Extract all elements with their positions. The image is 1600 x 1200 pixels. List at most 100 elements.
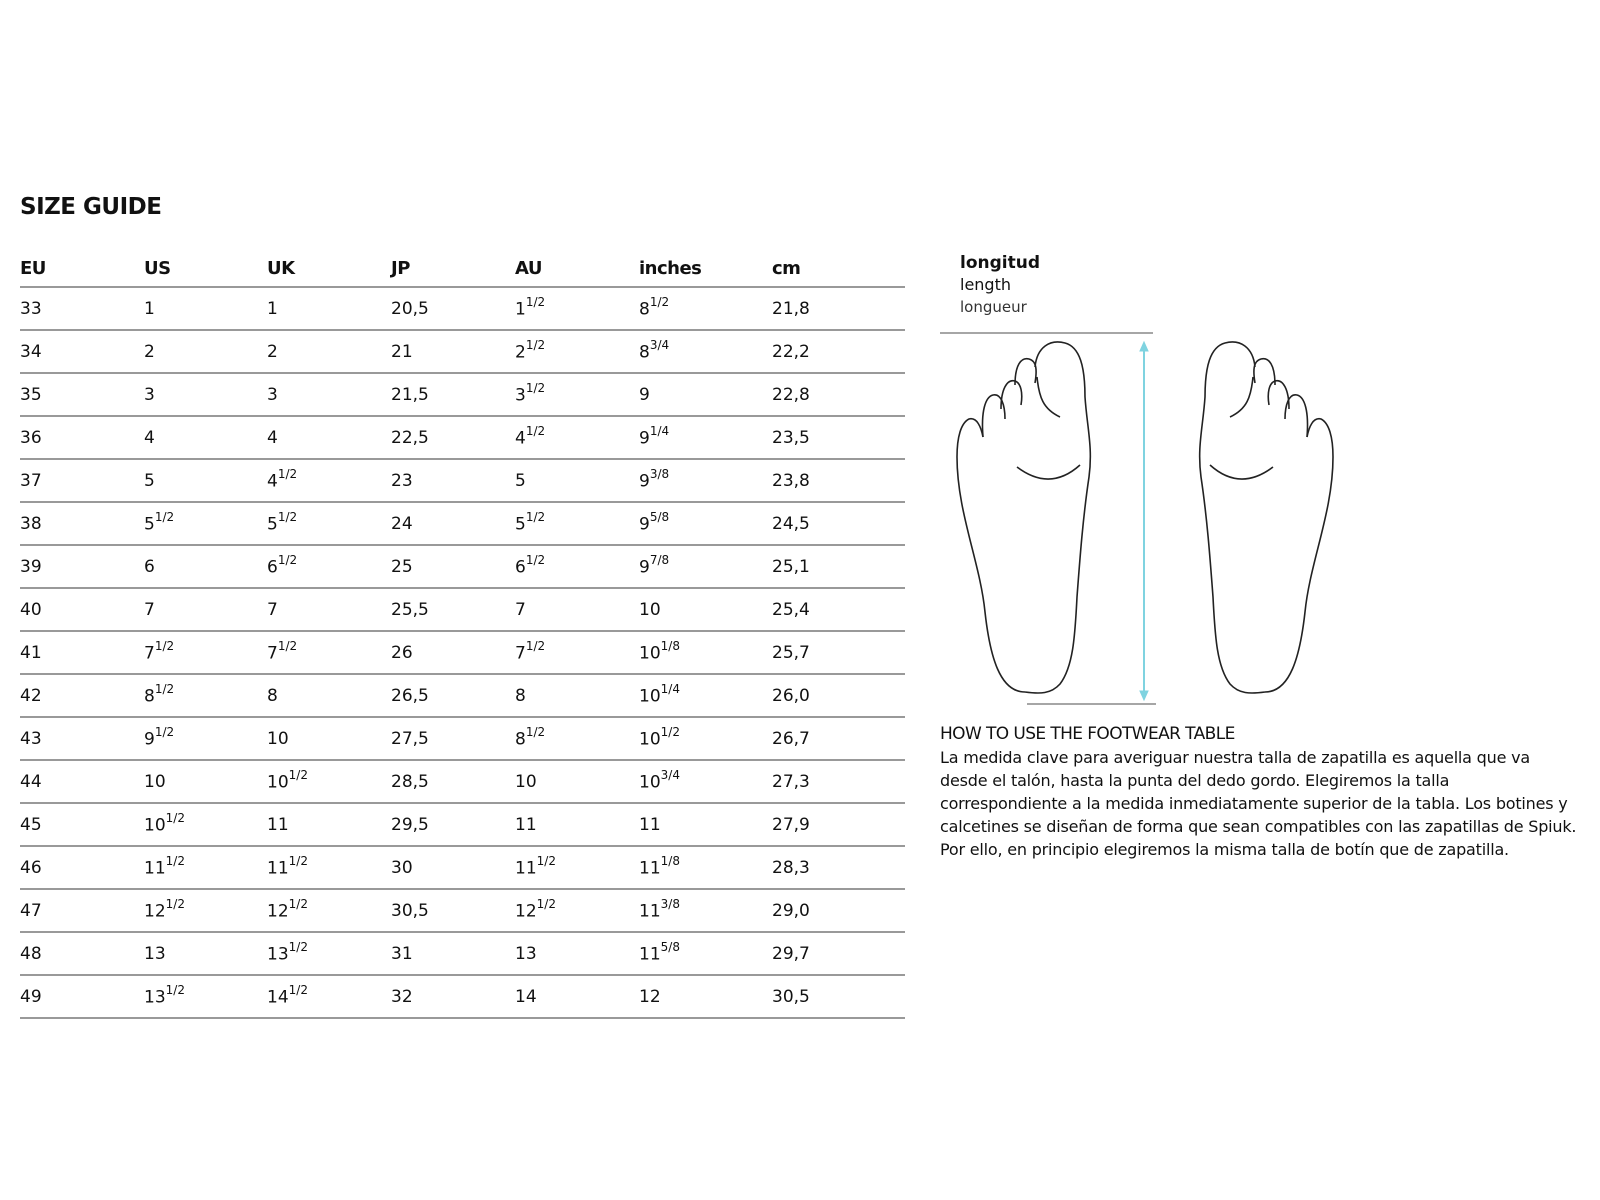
cell-us: 111/2 [144,846,267,890]
cell-eu: 39 [20,545,144,589]
cell-uk: 51/2 [267,502,391,546]
cell-cm: 25,7 [772,631,905,675]
cell-whole: 7 [144,643,155,664]
cell-fraction: 1/2 [277,467,298,482]
page-title: SIZE GUIDE [20,194,162,220]
cell-inches: 111/8 [639,846,772,890]
cell-cm: 24,5 [772,502,905,546]
cell-whole: 14 [267,987,289,1008]
table-row: 42 81/2 8 26,5 8 101/4 26,0 [20,674,905,718]
cell-fraction: 1/2 [525,381,546,396]
cell-inches: 97/8 [639,545,772,589]
cell-whole: 8 [639,299,650,320]
cell-fraction: 1/2 [525,553,546,568]
cell-us: 91/2 [144,717,267,761]
cell-fraction: 1/8 [660,639,680,654]
cell-eu: 40 [20,588,144,632]
cell-fraction: 1/2 [525,424,546,439]
cell-uk: 3 [267,373,391,417]
cell-au: 41/2 [515,416,639,460]
cell-eu: 35 [20,373,144,417]
table-row: 41 71/2 71/2 26 71/2 101/8 25,7 [20,631,905,675]
cell-whole: 9 [639,514,650,535]
cell-cm: 28,3 [772,846,905,890]
cell-us: 1 [144,287,267,331]
cell-fraction: 1/2 [660,725,680,740]
cell-eu: 38 [20,502,144,546]
cell-whole: 10 [639,729,661,750]
cell-whole: 5 [267,514,278,535]
cell-jp: 24 [391,502,515,546]
table-header-row: EU US UK JP AU inches cm [20,250,905,288]
cell-au: 121/2 [515,889,639,933]
cell-inches: 9 [639,373,772,417]
cell-whole: 9 [639,557,650,578]
cell-fraction: 3/8 [660,897,680,912]
cell-whole: 2 [515,342,526,363]
table-row: 49 131/2 141/2 32 14 12 30,5 [20,975,905,1019]
cell-au: 31/2 [515,373,639,417]
cell-cm: 30,5 [772,975,905,1019]
cell-whole: 11 [515,858,537,879]
cell-fraction: 3/4 [660,768,680,783]
cell-fraction: 3/4 [649,338,670,353]
cell-jp: 25,5 [391,588,515,632]
table-row: 38 51/2 51/2 24 51/2 95/8 24,5 [20,502,905,546]
cell-inches: 101/4 [639,674,772,718]
length-label-es: longitud [960,253,1041,273]
cell-eu: 42 [20,674,144,718]
cell-jp: 28,5 [391,760,515,804]
cell-cm: 25,1 [772,545,905,589]
cell-us: 101/2 [144,803,267,847]
cell-whole: 11 [639,858,661,879]
cell-au: 71/2 [515,631,639,675]
cell-us: 13 [144,932,267,976]
column-header-au: AU [515,250,639,288]
cell-us: 5 [144,459,267,503]
cell-fraction: 1/2 [525,295,546,310]
cell-uk: 8 [267,674,391,718]
table-row: 40 7 7 25,5 7 10 25,4 [20,588,905,632]
cell-inches: 91/4 [639,416,772,460]
cell-whole: 4 [515,428,526,449]
cell-fraction: 1/8 [660,854,680,869]
cell-jp: 29,5 [391,803,515,847]
table-row: 46 111/2 111/2 30 111/2 111/8 28,3 [20,846,905,890]
cell-whole: 10 [639,686,661,707]
table-row: 48 13 131/2 31 13 115/8 29,7 [20,932,905,976]
cell-us: 131/2 [144,975,267,1019]
cell-eu: 36 [20,416,144,460]
cell-uk: 10 [267,717,391,761]
cell-uk: 2 [267,330,391,374]
cell-whole: 5 [144,514,155,535]
cell-au: 5 [515,459,639,503]
cell-cm: 26,7 [772,717,905,761]
cell-au: 51/2 [515,502,639,546]
cell-whole: 8 [515,729,526,750]
cell-whole: 8 [639,342,650,363]
cell-uk: 7 [267,588,391,632]
cell-us: 51/2 [144,502,267,546]
cell-fraction: 1/2 [525,639,546,654]
left-foot-icon [956,341,1092,694]
cell-eu: 33 [20,287,144,331]
cell-inches: 12 [639,975,772,1019]
cell-jp: 26,5 [391,674,515,718]
cell-whole: 6 [267,557,278,578]
cell-jp: 31 [391,932,515,976]
cell-fraction: 7/8 [649,553,670,568]
table-row: 44 10 101/2 28,5 10 103/4 27,3 [20,760,905,804]
cell-whole: 3 [515,385,526,406]
cell-cm: 26,0 [772,674,905,718]
table-row: 47 121/2 121/2 30,5 121/2 113/8 29,0 [20,889,905,933]
cell-whole: 7 [267,643,278,664]
cell-jp: 25 [391,545,515,589]
cell-inches: 95/8 [639,502,772,546]
cell-whole: 12 [267,901,289,922]
cell-fraction: 1/2 [536,854,556,869]
cell-whole: 6 [515,557,526,578]
cell-us: 71/2 [144,631,267,675]
cell-fraction: 5/8 [660,940,680,955]
cell-us: 7 [144,588,267,632]
cell-whole: 5 [515,514,526,535]
